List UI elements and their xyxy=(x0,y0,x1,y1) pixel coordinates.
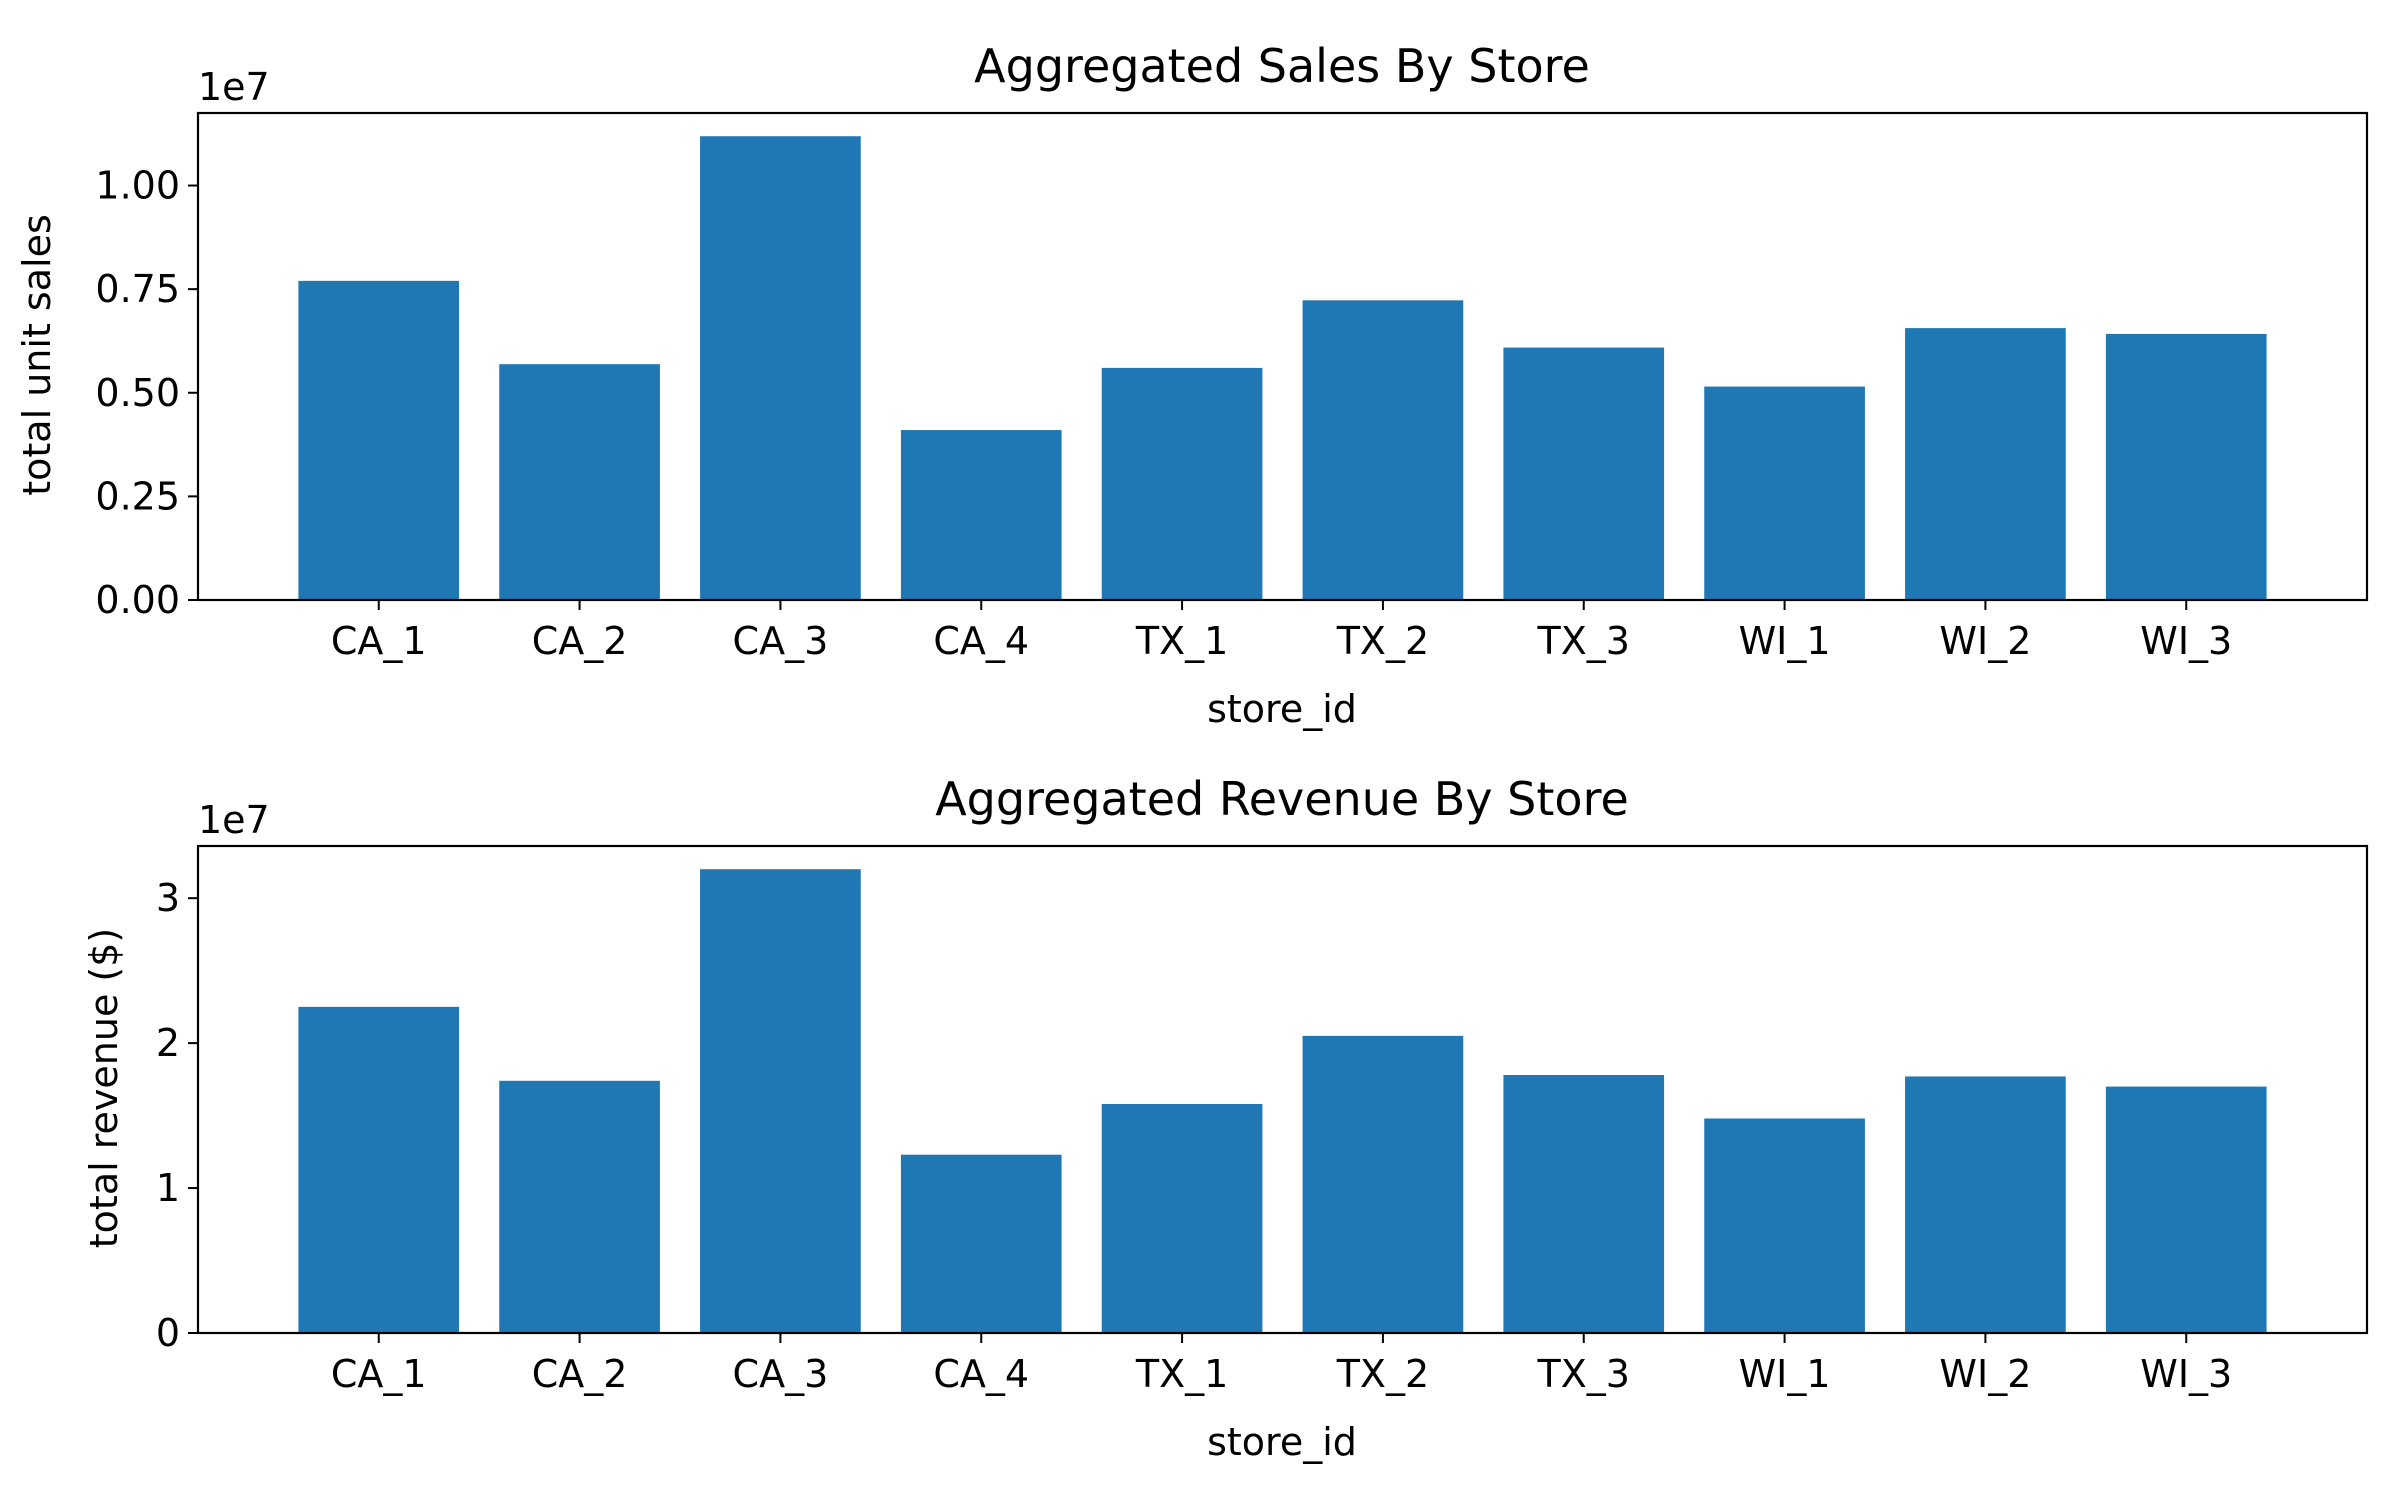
sales-bar-tx-2 xyxy=(1302,300,1464,600)
revenue-chart-title: Aggregated Revenue By Store xyxy=(935,772,1629,826)
sales-bar-wi-1 xyxy=(1704,386,1865,600)
sales-chart: Aggregated Sales By Store 1e7 total unit… xyxy=(15,39,2369,731)
sales-chart-title: Aggregated Sales By Store xyxy=(974,39,1590,93)
revenue-x-tick-label: WI_3 xyxy=(2140,1352,2232,1396)
sales-x-tick-label: TX_3 xyxy=(1537,619,1630,663)
revenue-x-tick-label: TX_3 xyxy=(1537,1352,1630,1396)
revenue-bar-ca-2 xyxy=(499,1080,660,1333)
sales-x-tick-label: WI_1 xyxy=(1739,619,1831,663)
revenue-bar-tx-3 xyxy=(1503,1075,1665,1333)
revenue-bar-wi-3 xyxy=(2105,1086,2267,1333)
sales-x-tick-label: WI_3 xyxy=(2140,619,2232,663)
sales-bar-wi-2 xyxy=(1905,328,2066,600)
revenue-bar-ca-1 xyxy=(298,1006,460,1333)
sales-x-tick-label: WI_2 xyxy=(1939,619,2031,663)
revenue-y-tick-label: 3 xyxy=(156,876,180,920)
sales-bar-ca-4 xyxy=(900,430,1062,600)
revenue-x-tick-label: CA_4 xyxy=(933,1352,1029,1396)
sales-x-axis-label: store_id xyxy=(1207,687,1357,731)
sales-x-tick-label: CA_2 xyxy=(532,619,628,663)
revenue-y-tick-label: 1 xyxy=(156,1166,180,1210)
revenue-y-tick-label: 0 xyxy=(156,1311,180,1355)
sales-x-tick-label: CA_1 xyxy=(331,619,427,663)
sales-bar-wi-3 xyxy=(2105,333,2267,600)
revenue-bar-ca-4 xyxy=(900,1154,1062,1333)
sales-x-tick-label: CA_3 xyxy=(733,619,829,663)
sales-x-tick-label: CA_4 xyxy=(933,619,1029,663)
revenue-axes-frame xyxy=(196,844,2369,1335)
revenue-bar-tx-2 xyxy=(1302,1035,1464,1333)
sales-y-tick-label: 0.50 xyxy=(95,371,180,415)
sales-bar-ca-1 xyxy=(298,280,460,600)
revenue-x-tick-label: TX_1 xyxy=(1135,1352,1228,1396)
revenue-x-axis-label: store_id xyxy=(1207,1420,1357,1464)
sales-axes-frame xyxy=(196,111,2369,602)
sales-x-tick-label: TX_1 xyxy=(1135,619,1228,663)
sales-offset-label: 1e7 xyxy=(198,65,270,109)
revenue-plot-area: CA_1 CA_2 CA_3 CA_4 TX_1 TX_2 TX_3 WI_1 WI_2 WI_3… xyxy=(156,844,2369,1396)
sales-y-tick-label: 0.75 xyxy=(95,267,180,311)
sales-y-tick-label: 0.25 xyxy=(95,474,180,518)
sales-bar-tx-1 xyxy=(1101,367,1263,600)
revenue-bar-wi-1 xyxy=(1704,1118,1865,1333)
revenue-x-tick-label: CA_2 xyxy=(532,1352,628,1396)
sales-bar-tx-3 xyxy=(1503,347,1665,600)
revenue-bar-ca-3 xyxy=(700,869,861,1333)
revenue-x-tick-label: WI_1 xyxy=(1739,1352,1831,1396)
revenue-chart: Aggregated Revenue By Store 1e7 total re… xyxy=(82,772,2369,1464)
revenue-bar-wi-2 xyxy=(1905,1076,2066,1333)
sales-bar-ca-2 xyxy=(499,364,660,600)
revenue-x-tick-label: WI_2 xyxy=(1939,1352,2031,1396)
revenue-x-tick-label: CA_1 xyxy=(331,1352,427,1396)
revenue-y-axis-label: total revenue ($) xyxy=(82,928,126,1248)
sales-x-tick-label: TX_2 xyxy=(1336,619,1429,663)
revenue-offset-label: 1e7 xyxy=(198,798,270,842)
revenue-x-tick-label: TX_2 xyxy=(1336,1352,1429,1396)
revenue-x-tick-label: CA_3 xyxy=(733,1352,829,1396)
sales-y-tick-label: 0.00 xyxy=(95,578,180,622)
revenue-y-tick-label: 2 xyxy=(156,1021,180,1065)
sales-bar-ca-3 xyxy=(700,136,861,600)
revenue-bar-tx-1 xyxy=(1101,1103,1263,1333)
sales-y-tick-label: 1.00 xyxy=(95,164,180,208)
sales-plot-area: CA_1 CA_2 CA_3 CA_4 TX_1 TX_2 TX_3 WI_1 WI_2 WI_3… xyxy=(95,111,2369,663)
sales-y-axis-label: total unit sales xyxy=(15,214,59,496)
